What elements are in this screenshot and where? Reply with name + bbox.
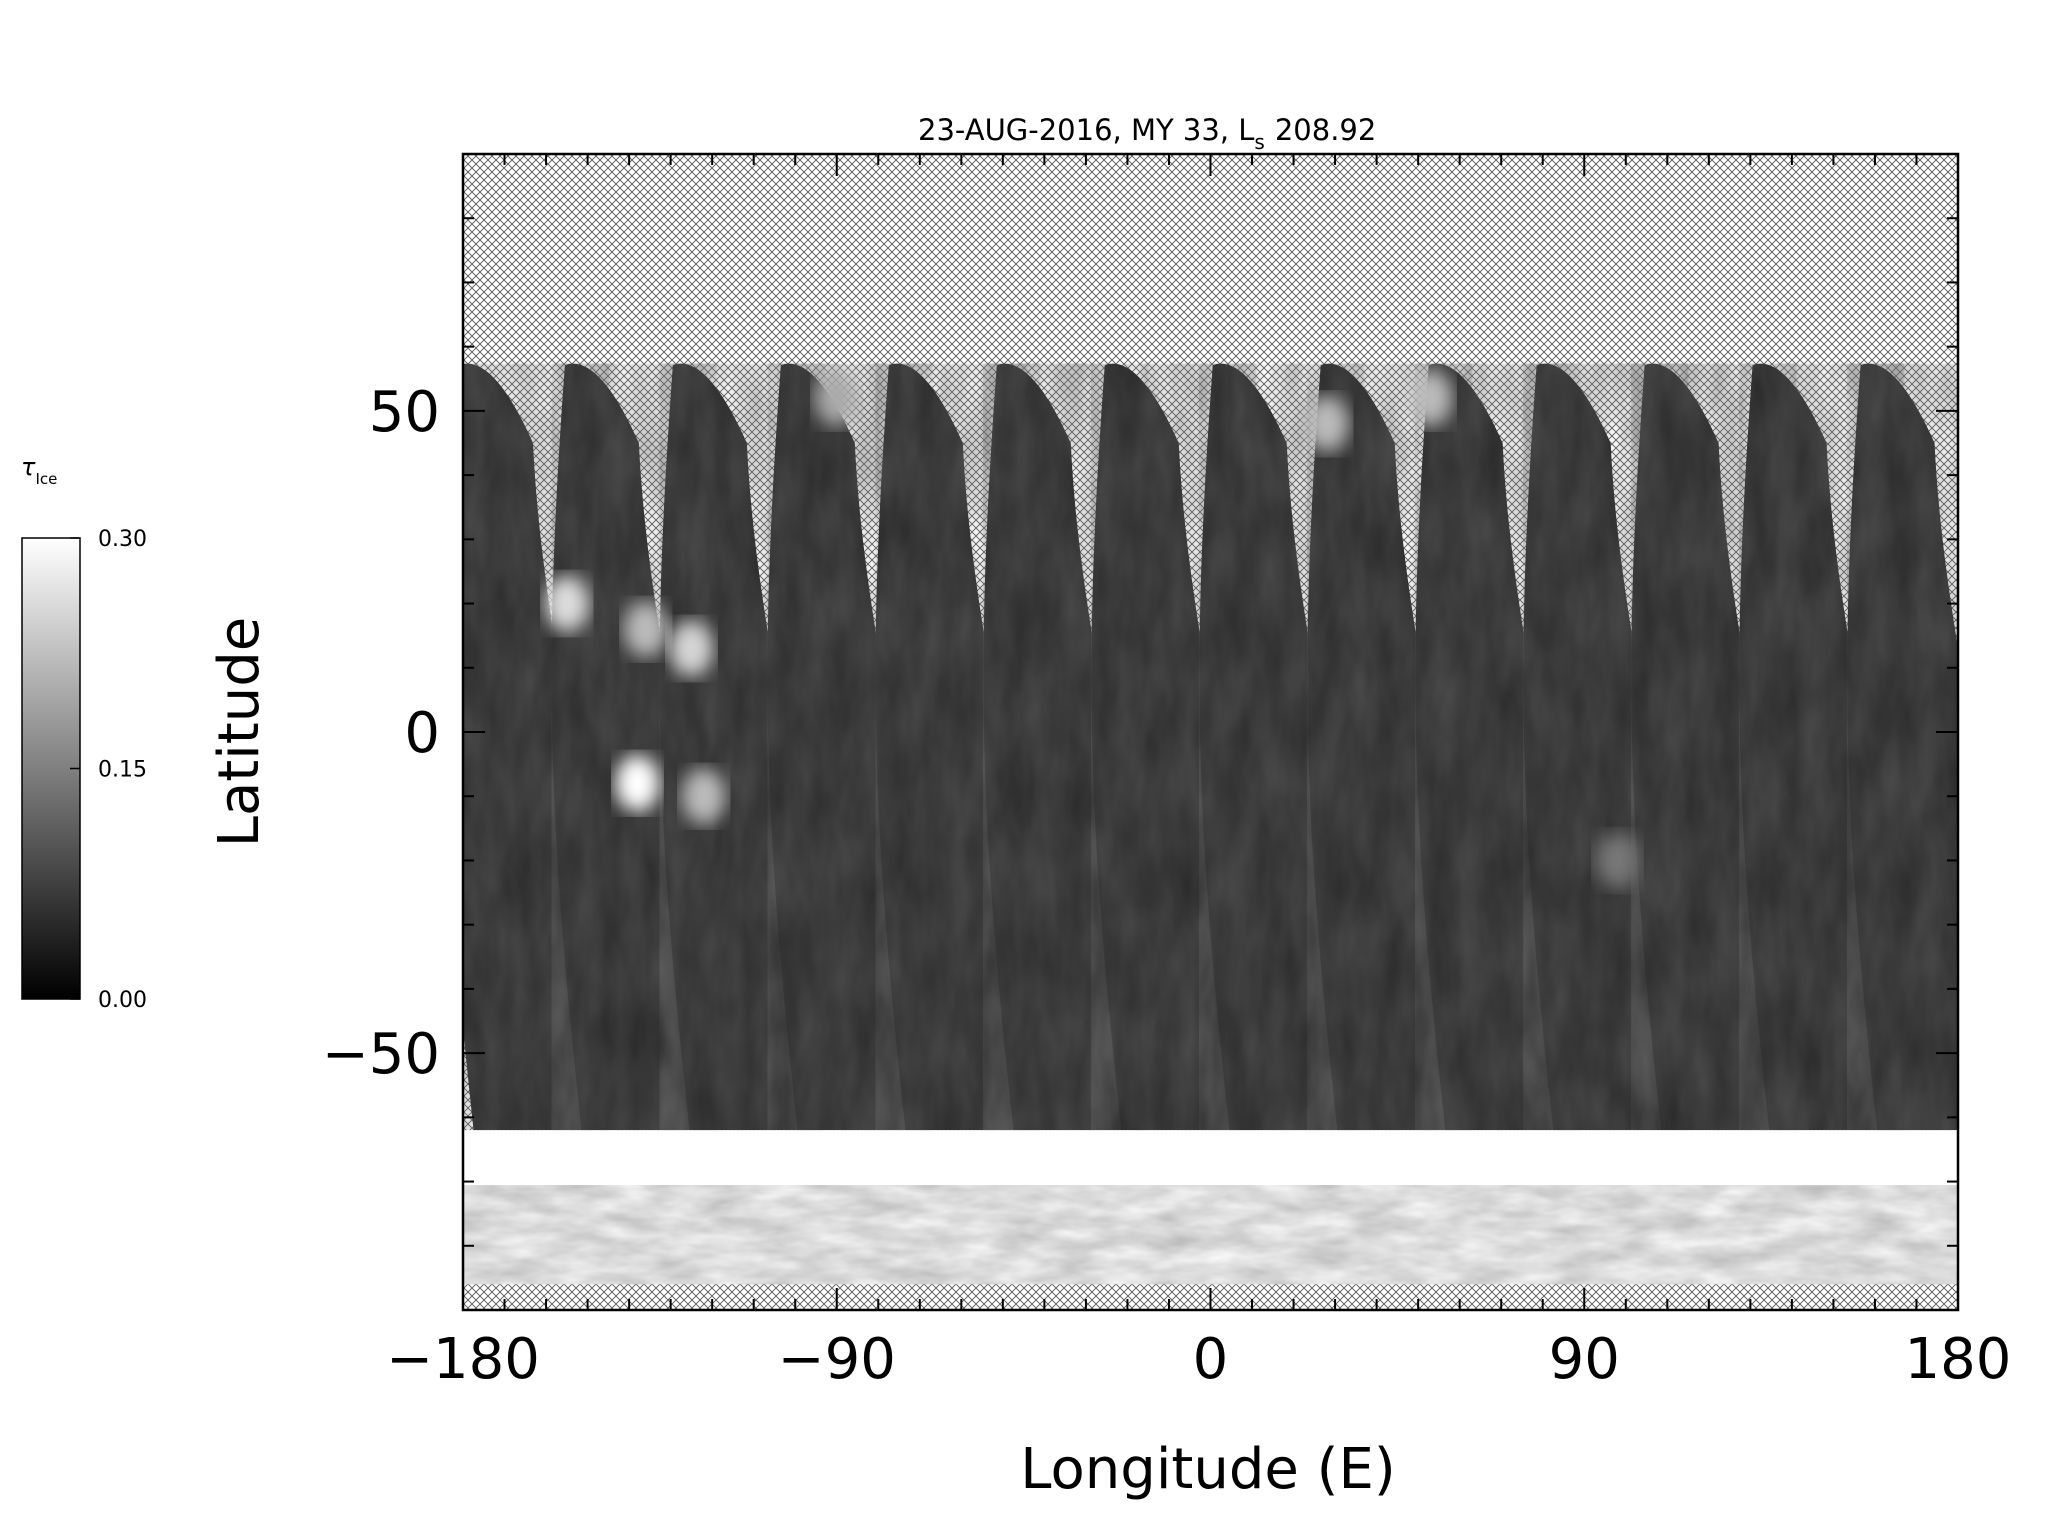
y-tick-label: −50	[322, 1022, 440, 1087]
chart-title: 23-AUG-2016, MY 33, Ls 208.92	[918, 113, 1376, 154]
x-tick-label: −90	[778, 1327, 896, 1392]
y-axis-label: Latitude	[207, 617, 272, 847]
observation-swaths	[463, 363, 1958, 1131]
colorbar-tick-label: 0.15	[98, 758, 147, 783]
bright-feature-5	[681, 768, 726, 825]
colorbar-label: τIce	[21, 453, 57, 488]
x-axis-ticks	[462, 154, 1959, 1310]
swath-texture	[1847, 363, 1958, 1131]
x-tick-label: 180	[1905, 1327, 2012, 1392]
colorbar-tick-label: 0.00	[98, 988, 147, 1013]
plot-area	[463, 154, 1958, 1310]
y-axis-ticks	[463, 153, 1958, 1311]
south-polar-band	[463, 1130, 1958, 1285]
bright-feature-3	[615, 755, 660, 812]
x-tick-label: 90	[1549, 1327, 1620, 1392]
colorbar-tick-label: 0.30	[98, 527, 147, 552]
x-tick-label: −180	[386, 1327, 540, 1392]
x-tick-label: 0	[1193, 1327, 1229, 1392]
x-axis-tick-labels: −180 −90 0 90 180	[386, 1327, 2011, 1392]
colorbar-ticks: 0.00 0.15 0.30	[70, 527, 147, 1013]
x-axis-label: Longitude (E)	[1020, 1437, 1395, 1502]
colorbar: τIce 0.00 0.15 0.30	[21, 453, 147, 1013]
y-tick-label: 0	[404, 701, 440, 766]
bright-feature-4	[669, 620, 714, 677]
y-tick-label: 50	[369, 380, 440, 445]
bright-feature-9	[1595, 832, 1640, 889]
bright-feature-6	[814, 370, 859, 427]
polar-band-texture	[463, 1185, 1958, 1285]
bright-feature-8	[1408, 370, 1453, 427]
bright-cloud-features	[544, 370, 1640, 889]
bright-feature-1	[544, 575, 589, 632]
bright-feature-7	[1304, 395, 1349, 452]
y-axis-tick-labels: −50 0 50	[322, 380, 440, 1087]
bright-feature-2	[623, 601, 668, 658]
swath-14	[1847, 363, 1958, 1131]
